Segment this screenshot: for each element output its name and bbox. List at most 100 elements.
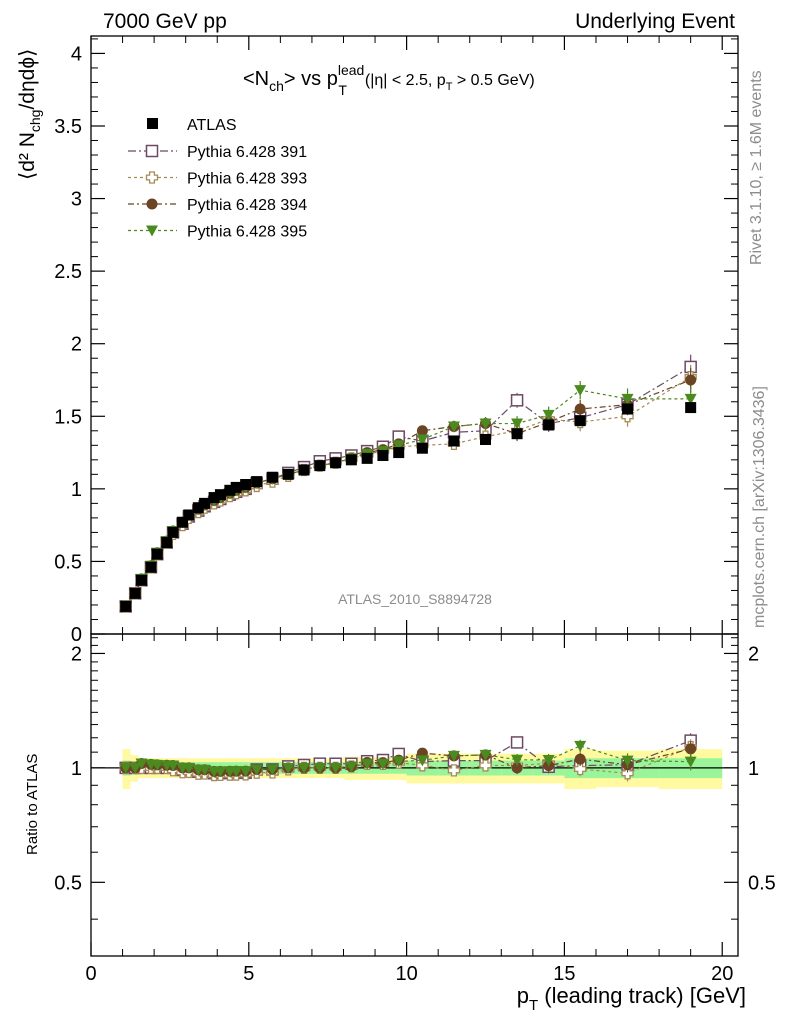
legend-label-series-1: Pythia 6.428 391 [187,144,307,161]
header-right: Underlying Event [575,10,735,33]
series-2-ratio-point [621,767,634,780]
series-1-point [510,394,524,407]
atlas-point [511,428,523,440]
y-tick-label: 0.5 [54,551,82,573]
atlas-point [393,447,405,459]
legend-label-series-2: Pythia 6.428 393 [187,171,307,188]
atlas-point [266,471,278,483]
series-4-ratio-point [129,762,142,774]
ratio-y-axis: 0.5 0.5 1 1 2 2 [54,637,776,920]
series-4-point [392,440,405,452]
chart-title: <Nch> vs plead T(|η| < 2.5, pT > 0.5 GeV) [243,62,535,98]
mcplots-label: mcplots.cern.ch [arXiv:1306.3436] [751,386,768,628]
series-4-ratio-point [329,762,342,774]
atlas-point [214,489,226,501]
title-main: <N [243,68,269,90]
series-4-ratio-point [230,766,243,778]
ratio-series-layer [119,733,697,782]
title-small: (|η| < 2.5, p [365,72,446,89]
legend-marker-atlas [147,118,158,129]
series-4-ratio-point [151,759,164,771]
header-left: 7000 GeV pp [103,10,227,33]
title-mid: > vs p [284,68,338,90]
y-tick-label: 1.5 [54,406,82,428]
series-4-point [684,393,697,405]
series-4-ratio-point [684,756,697,768]
series-4-ratio-point [574,740,587,752]
x-tick-label: 10 [395,963,417,985]
series-4-ratio-point [511,754,524,766]
series-3-ratio-point [511,762,523,774]
y-tick-label: 4 [71,43,82,65]
ratio-tick-label-right: 0.5 [748,872,776,894]
series-4-ratio-point [313,762,326,774]
series-4-ratio-point [282,762,295,774]
x-label-main: p [517,983,529,1008]
legend-label-atlas: ATLAS [187,117,237,134]
y-tick-label: 1 [71,479,82,501]
title-sup: lead [338,62,364,78]
series-4-ratio-point [119,762,132,774]
series-4-ratio-point [135,758,148,770]
x-axis-label: pT (leading track) [GeV] [517,983,746,1014]
ratio-panel-frame [90,633,739,957]
atlas-point [161,537,173,549]
analysis-tag: ATLAS_2010_S8894728 [338,591,492,607]
legend-marker-series-4 [146,225,158,237]
title-sub1: ch [269,78,284,94]
atlas-point [129,587,141,599]
series-4-ratio-point [447,750,460,762]
series-4-line [125,389,691,607]
x-tick-label: 5 [243,963,254,985]
atlas-point [480,434,492,446]
series-3-point [574,403,586,415]
atlas-point [574,415,586,427]
atlas-point [330,457,342,469]
atlas-point [192,502,204,514]
series-4-ratio-point [621,755,634,767]
atlas-point [314,460,326,472]
y-tick-label: 3.5 [54,116,82,138]
x-label-rest: (leading track) [GeV] [538,983,746,1008]
series-2-line [125,376,691,607]
series-4-point [479,418,492,430]
atlas-point [416,442,428,454]
atlas-point [282,468,294,480]
series-4-point [416,434,429,446]
atlas-point [183,509,195,521]
series-4-ratio-point [198,764,211,776]
x-label-sub: T [529,997,538,1014]
title-small-end: > 0.5 GeV) [452,72,534,89]
series-2-ratio-point [447,764,461,777]
ratio-y-axis-label: Ratio to ATLAS [24,754,41,855]
series-4-point [511,418,524,430]
ratio-tick-label-right: 2 [748,643,759,665]
y-tick-label: 0 [71,624,82,646]
atlas-point [151,548,163,560]
series-3-point [416,425,428,437]
main-atlas-layer [120,402,697,612]
y-axis-label: ⟨d² Nchg/dηdϕ⟩ [16,49,43,180]
series-1-line [125,366,691,607]
x-tick-label: 0 [85,963,96,985]
legend-marker-series-3 [146,198,158,210]
series-4-point [542,409,555,421]
series-1-ratio-point [510,736,524,749]
title-small-sub: T [446,81,453,93]
atlas-point [167,526,179,538]
legend-marker-series-1 [145,144,159,158]
series-2-ratio-point [574,762,587,776]
atlas-point [345,454,357,466]
y-label-sub: chg [27,110,43,133]
x-tick-label: 20 [711,963,733,985]
series-3-point [685,374,697,386]
series-3-ratio-point [574,753,586,765]
ratio-tick-label: 1 [71,758,82,780]
atlas-point [377,449,389,461]
series-4-ratio-point [345,761,358,773]
atlas-point [177,516,189,528]
ratio-tick-label: 2 [71,643,82,665]
series-4-ratio-point [266,764,279,776]
series-2-ratio-point [479,759,492,772]
